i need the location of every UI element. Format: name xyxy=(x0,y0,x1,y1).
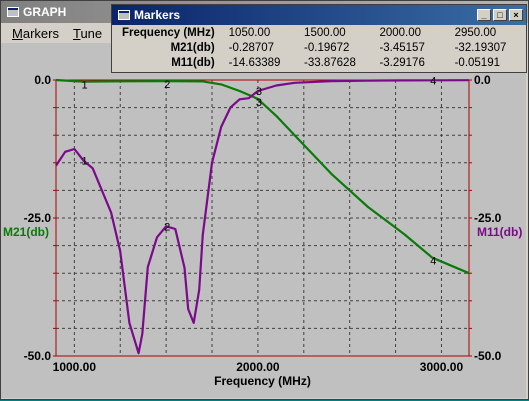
frequency-cell: 1050.00 xyxy=(228,26,271,39)
row-label: M11(db) xyxy=(171,56,215,69)
markers-header-row: Frequency (MHz) 1050.00 1500.00 2000.00 … xyxy=(118,25,526,40)
marker-label-m11: 1 xyxy=(82,156,88,168)
marker-label-m21: 4 xyxy=(430,256,436,268)
series-line-m11 xyxy=(55,79,470,355)
marker-label-m11: 4 xyxy=(430,75,436,87)
graph-plot: 1 1 2 2 33 4 4 0.0 0.0 -25.0 -25.0 -50.0 -50.0 M21(db… xyxy=(3,73,522,388)
marker-label-m11: 2 xyxy=(164,221,170,233)
maximize-button[interactable]: □ xyxy=(493,9,507,21)
x-axis-title: Frequency (MHz) xyxy=(214,374,311,388)
marker-label-m21: 1 xyxy=(82,80,88,92)
y-tick-label-left: -50.0 xyxy=(24,349,52,363)
menu-tune[interactable]: Tune xyxy=(72,25,103,41)
x-tick-label: 3000.00 xyxy=(420,360,464,374)
markers-title: Markers xyxy=(134,8,181,22)
value-cell: -14.63389 xyxy=(228,56,281,69)
row-label: M21(db) xyxy=(170,41,215,54)
graph-title: GRAPH xyxy=(23,5,67,19)
x-tick-label: 1000.00 xyxy=(53,360,97,374)
frequency-cell: 2000.00 xyxy=(379,26,422,39)
markers-window: Markers _ □ × Frequency (MHz) 1050.00 15… xyxy=(111,4,527,73)
window-icon xyxy=(118,10,130,20)
value-cell: -32.19307 xyxy=(454,41,507,54)
y-tick-label-right: 0.0 xyxy=(474,73,491,87)
marker-label-m21: 2 xyxy=(164,79,170,91)
value-cell: -33.87628 xyxy=(304,56,356,69)
y-tick-label-right: -25.0 xyxy=(474,211,502,225)
frequency-cell: 2950.00 xyxy=(454,26,497,39)
markers-titlebar[interactable]: Markers _ □ × xyxy=(112,5,526,25)
grid-lines xyxy=(56,80,469,356)
y-axis-title-right: M11(db) xyxy=(477,225,522,239)
value-cell: -3.29176 xyxy=(379,56,425,69)
table-row: M11(db) -14.63389 -33.87628 -3.29176 -0.… xyxy=(118,55,526,70)
menu-bar: Markers Tune xyxy=(1,23,528,43)
y-axis-title-left: M21(db) xyxy=(3,225,49,239)
plot-area: 1 1 2 2 3 3 4 4 0.0 0.0 -25.0 -25.0 -50.0 -50.0 M21(db… xyxy=(1,43,526,398)
value-cell: -3.45157 xyxy=(379,41,425,54)
value-cell: -0.05191 xyxy=(454,56,500,69)
axis-ticks xyxy=(53,79,472,357)
menu-markers[interactable]: Markers xyxy=(12,25,59,41)
frequency-header: Frequency (MHz) xyxy=(122,26,215,39)
x-tick-label: 2000.00 xyxy=(236,360,280,374)
y-tick-label-left: -25.0 xyxy=(24,211,52,225)
frequency-cell: 1500.00 xyxy=(304,26,346,39)
value-cell: -0.19672 xyxy=(304,41,350,54)
table-row: M21(db) -0.28707 -0.19672 -3.45157 -32.1… xyxy=(118,40,526,55)
y-tick-label-left: 0.0 xyxy=(34,73,51,87)
marker-label-m11: 3 xyxy=(256,86,262,98)
value-cell: -0.28707 xyxy=(228,41,275,54)
close-button[interactable]: × xyxy=(509,9,523,21)
y-tick-label-right: -50.0 xyxy=(474,349,502,363)
markers-table: Frequency (MHz) 1050.00 1500.00 2000.00 … xyxy=(118,25,526,70)
minimize-button[interactable]: _ xyxy=(477,9,491,21)
series-line-m21 xyxy=(55,78,470,275)
marker-label-m21: 3 xyxy=(256,97,262,109)
window-icon xyxy=(7,7,19,17)
